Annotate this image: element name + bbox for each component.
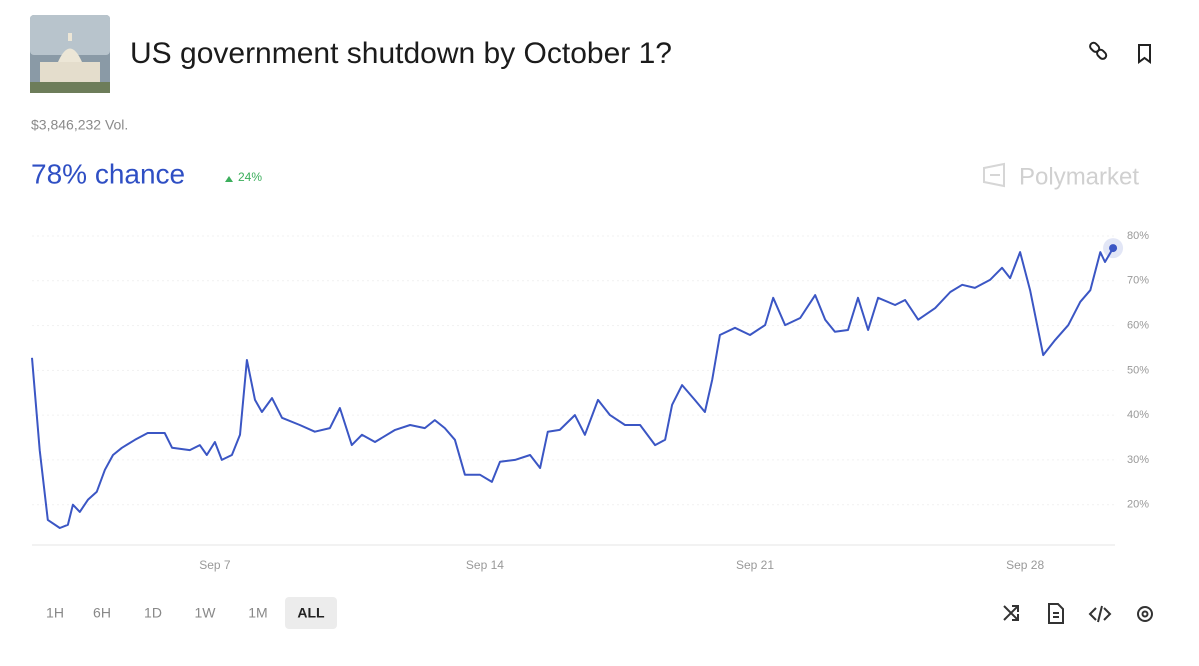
embed-icon[interactable] xyxy=(1088,605,1112,623)
document-icon[interactable] xyxy=(1048,603,1064,624)
range-button-label: 1D xyxy=(144,605,162,621)
x-tick-label: Sep 21 xyxy=(736,558,774,572)
range-button[interactable]: 1W xyxy=(195,605,217,621)
y-tick-label: 50% xyxy=(1127,364,1149,376)
range-button[interactable]: 1D xyxy=(144,605,162,621)
range-button-label: ALL xyxy=(297,605,325,621)
y-tick-label: 80% xyxy=(1127,230,1149,242)
brand: Polymarket xyxy=(1019,163,1139,190)
range-button-label: 1W xyxy=(195,605,217,621)
shuffle-icon[interactable] xyxy=(1003,605,1019,621)
y-tick-label: 60% xyxy=(1127,319,1149,331)
range-button[interactable]: 6H xyxy=(93,605,111,621)
y-tick-label: 30% xyxy=(1127,454,1149,466)
x-tick-label: Sep 14 xyxy=(466,558,504,572)
volume: $3,846,232 Vol. xyxy=(31,117,128,133)
range-button-bg xyxy=(285,597,337,629)
range-button-label: 6H xyxy=(93,605,111,621)
chance: 78% chance xyxy=(31,158,185,189)
market-title: US government shutdown by October 1? xyxy=(130,37,672,70)
thumbnail xyxy=(30,15,110,93)
x-tick-label: Sep 7 xyxy=(199,558,231,572)
price-line xyxy=(31,247,1114,529)
y-tick-label: 20% xyxy=(1127,499,1149,511)
range-button[interactable]: ALL xyxy=(285,597,337,629)
chart: 20% 30% 40% 50% 60% 70% 80% Sep 7 Sep 14 Sep 21 Se… xyxy=(31,230,1149,572)
range-button[interactable]: 1H xyxy=(46,605,64,621)
range-buttons: 1H 6H 1D 1W 1M ALL xyxy=(46,597,337,629)
y-tick-label: 40% xyxy=(1127,409,1149,421)
link-icon[interactable] xyxy=(1089,41,1108,60)
toolbar-icons xyxy=(1003,603,1153,624)
change-arrow xyxy=(225,176,233,182)
bookmark-icon[interactable] xyxy=(1138,44,1151,64)
range-button-label: 1H xyxy=(46,605,64,621)
end-point xyxy=(1109,244,1118,253)
brand-logo xyxy=(983,162,1005,188)
x-tick-label: Sep 28 xyxy=(1006,558,1044,572)
range-button[interactable]: 1M xyxy=(248,605,267,621)
range-button-label: 1M xyxy=(248,605,267,621)
change: 24% xyxy=(238,170,262,184)
y-tick-label: 70% xyxy=(1127,275,1149,287)
settings-icon[interactable] xyxy=(1137,606,1153,622)
